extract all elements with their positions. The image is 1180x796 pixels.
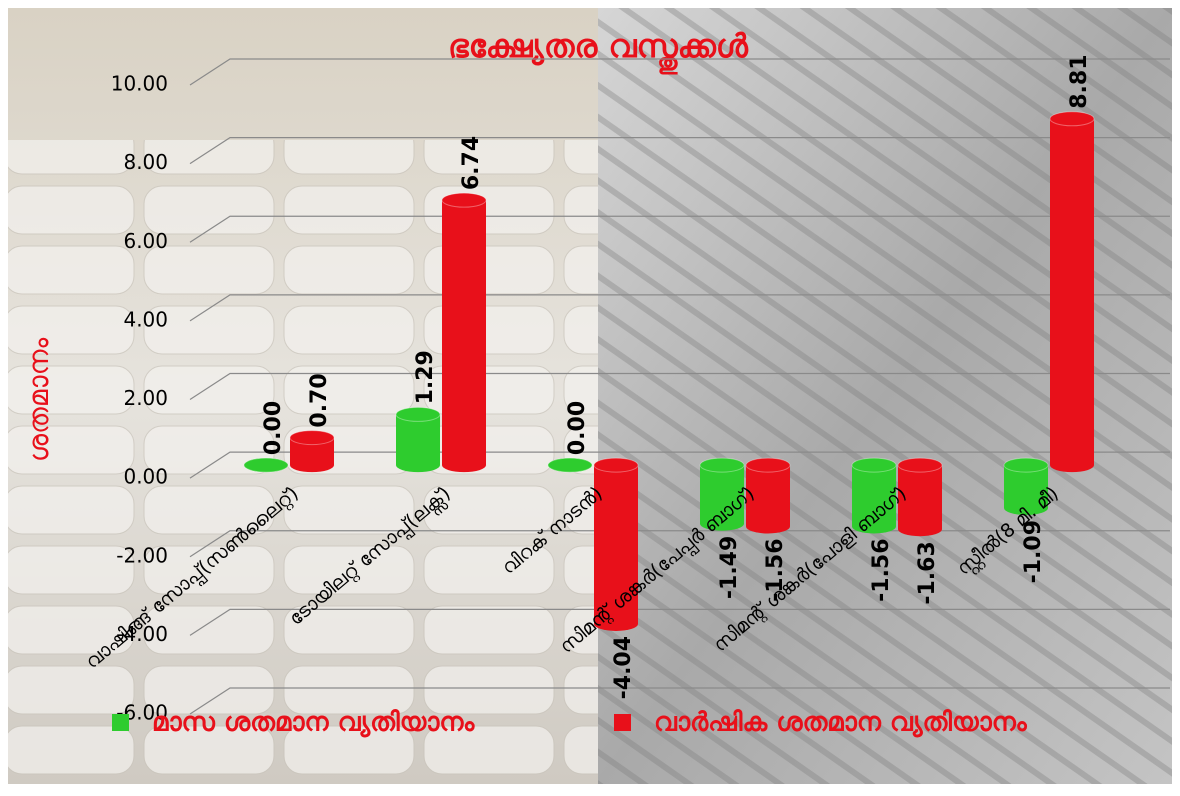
y-tick-label: 0.00	[123, 465, 168, 489]
legend-swatch	[112, 714, 129, 731]
bar-group	[699, 457, 745, 531]
grid-line	[189, 608, 1170, 636]
bar	[1050, 118, 1094, 466]
bar-top	[593, 457, 639, 473]
value-label: -4.04	[611, 636, 636, 699]
grid-line	[189, 215, 1170, 243]
bar-group	[395, 406, 441, 473]
bar-top	[1049, 111, 1095, 127]
grid-line	[189, 687, 1170, 715]
bar	[852, 465, 896, 527]
bar-top	[851, 457, 897, 473]
bar-group	[547, 457, 593, 473]
grid-line	[189, 294, 1170, 322]
grid-line	[189, 58, 1170, 86]
grid	[189, 58, 1170, 715]
bar-group	[1003, 457, 1049, 515]
bar-group	[1049, 111, 1095, 473]
grid-line	[189, 451, 1170, 479]
bar-top	[547, 457, 593, 473]
value-label: 6.74	[459, 136, 484, 190]
bar	[700, 465, 744, 524]
bar-top	[395, 406, 441, 422]
bar-top	[1003, 457, 1049, 473]
bar	[898, 465, 942, 530]
value-label: 1.29	[413, 350, 438, 404]
value-label: -1.09	[1021, 520, 1046, 583]
value-label: 0.70	[307, 373, 332, 427]
bar-top	[897, 457, 943, 473]
bar	[442, 200, 486, 466]
bar	[746, 465, 790, 527]
y-axis-label: ശതമാനം	[22, 338, 55, 463]
bar-top	[745, 457, 791, 473]
value-label: -1.56	[763, 538, 788, 601]
value-label: 8.81	[1067, 55, 1092, 109]
bar-group	[441, 192, 487, 473]
bar-group	[593, 457, 639, 631]
bar-top	[289, 430, 335, 446]
bar	[396, 414, 440, 466]
value-label: -1.56	[869, 538, 894, 601]
bars	[243, 111, 1095, 631]
bar-group	[897, 457, 943, 537]
y-tick-label: -4.00	[116, 622, 168, 646]
y-tick-label: 6.00	[123, 229, 168, 253]
value-label: 0.00	[261, 401, 286, 455]
legend: മാസ ശതമാന വ്യതിയാനം വാർഷിക ശതമാന വ്യതിയാന…	[112, 708, 1028, 739]
bar-top	[441, 192, 487, 208]
bar-group	[851, 457, 897, 534]
legend-label: മാസ ശതമാന വ്യതിയാനം	[152, 708, 475, 739]
grid-line	[189, 372, 1170, 401]
grid-line	[189, 137, 1170, 165]
legend-swatch	[614, 714, 631, 731]
y-tick-label: 2.00	[123, 386, 168, 410]
bar-top	[699, 457, 745, 473]
value-label: -1.63	[915, 541, 940, 604]
bar	[594, 465, 638, 624]
bar-group	[289, 430, 335, 473]
y-tick-label: 8.00	[123, 150, 168, 174]
value-label: -1.49	[717, 536, 742, 599]
y-tick-label: 10.00	[111, 72, 168, 96]
bar	[1004, 465, 1048, 508]
bar-group	[243, 457, 289, 473]
y-tick-label: 4.00	[123, 307, 168, 331]
legend-label: വാർഷിക ശതമാന വ്യതിയാനം	[654, 708, 1028, 739]
bar-top	[243, 457, 289, 473]
value-label: 0.00	[565, 401, 590, 455]
bar-group	[745, 457, 791, 534]
y-tick-label: -2.00	[116, 543, 168, 567]
